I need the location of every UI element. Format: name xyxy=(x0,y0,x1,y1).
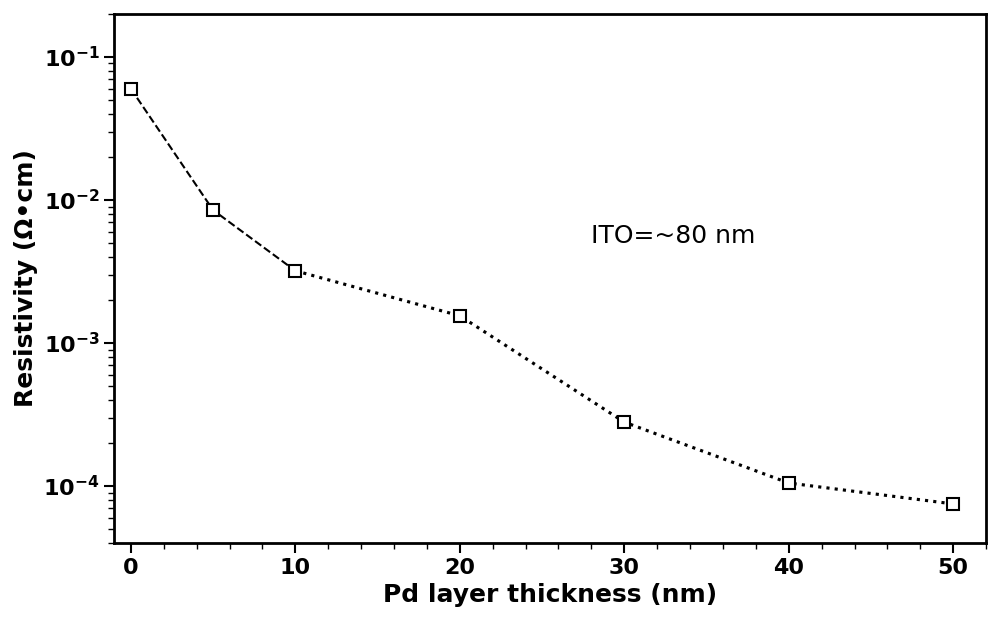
Y-axis label: Resistivity (Ω•cm): Resistivity (Ω•cm) xyxy=(14,150,38,407)
X-axis label: Pd layer thickness (nm): Pd layer thickness (nm) xyxy=(383,583,717,607)
Text: ITO=~80 nm: ITO=~80 nm xyxy=(591,224,756,248)
